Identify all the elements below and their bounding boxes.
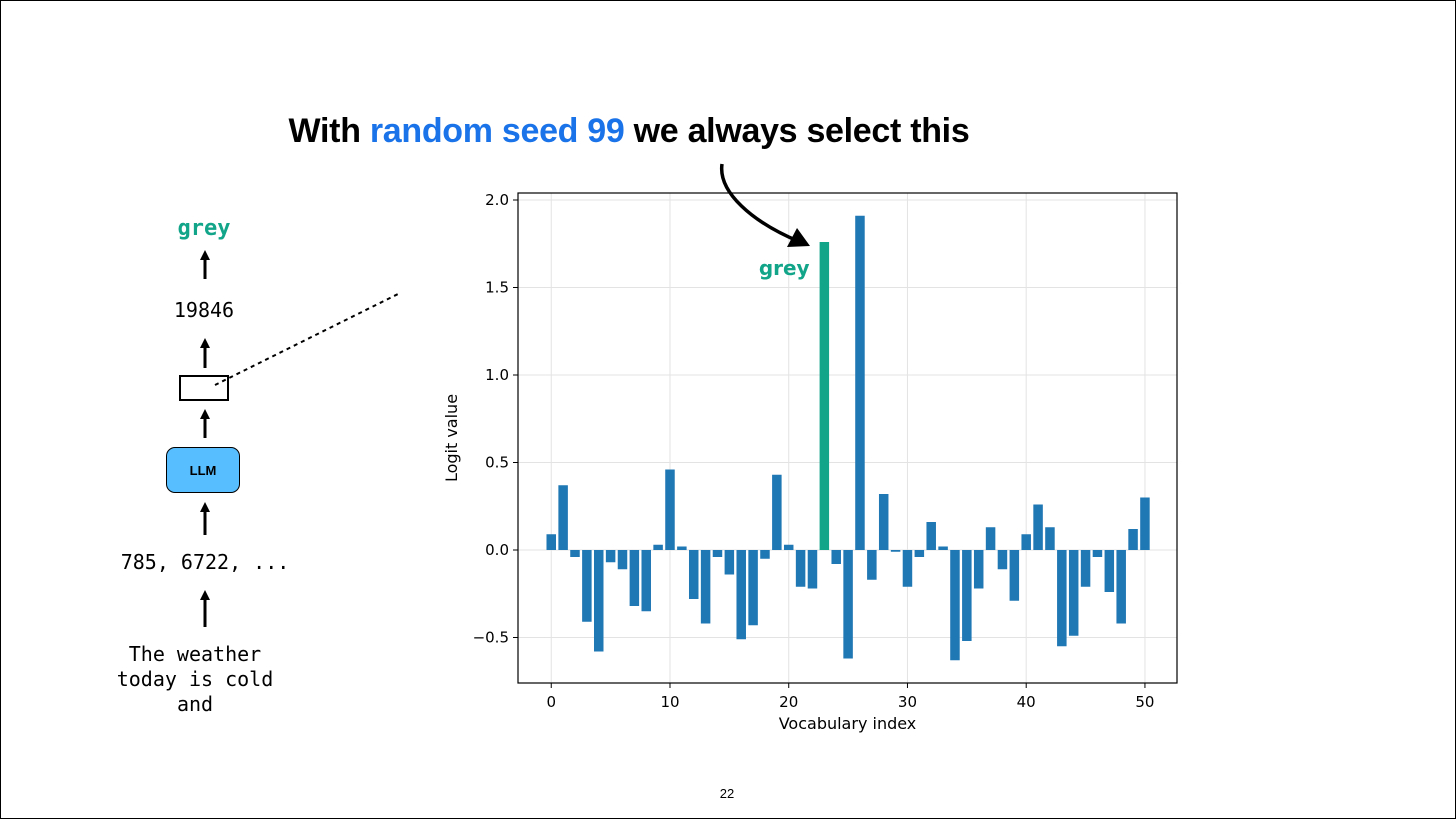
input-tokens: 785, 6722, ... <box>120 550 290 574</box>
bar <box>605 550 616 563</box>
input-text: The weather today is cold and <box>116 642 274 716</box>
bar <box>878 494 889 550</box>
bar <box>1021 534 1031 550</box>
y-tick-label: 1.0 <box>485 366 509 384</box>
bar <box>712 550 723 557</box>
bar <box>1057 550 1067 647</box>
bar <box>867 550 877 580</box>
bar <box>641 550 651 612</box>
bar <box>665 469 675 550</box>
output-word: grey <box>177 216 231 241</box>
title-part-1: With <box>288 112 370 150</box>
logit-vector-box <box>179 375 229 401</box>
bar <box>1009 550 1020 601</box>
bar <box>629 550 640 606</box>
bar-chart: 0 10 20 30 40 50 −0.5 0.0 0.5 1.0 1.5 2.0 Vocabulary… <box>442 191 1178 733</box>
title-part-3: we always select this <box>624 112 970 150</box>
llm-label: LLM <box>189 462 217 478</box>
x-tick-label: 10 <box>660 693 679 711</box>
bar <box>772 474 782 550</box>
bar <box>688 550 699 599</box>
bar <box>831 550 841 564</box>
bar <box>546 534 556 550</box>
bar <box>1140 497 1150 550</box>
bar <box>973 550 984 589</box>
bar <box>890 550 901 552</box>
bar <box>653 544 663 550</box>
y-axis-label: Logit value <box>442 394 461 482</box>
bar <box>677 546 687 550</box>
bar <box>1092 550 1103 557</box>
x-tick-label: 50 <box>1135 693 1154 711</box>
bar <box>593 550 604 652</box>
bar <box>855 215 865 550</box>
token-id: 19846 <box>173 298 235 322</box>
bar-selected <box>819 242 830 550</box>
bar <box>1104 550 1115 592</box>
bar <box>1045 527 1055 550</box>
y-tick-label: 0.5 <box>485 454 509 472</box>
bar <box>914 550 925 557</box>
x-axis-label: Vocabulary index <box>779 714 917 733</box>
bar <box>570 550 580 557</box>
bar <box>760 550 770 559</box>
bar <box>1080 550 1091 587</box>
bar <box>1128 529 1138 550</box>
bar <box>724 550 735 575</box>
x-tick-label: 40 <box>1017 693 1036 711</box>
bar <box>736 550 746 640</box>
bar <box>950 550 960 661</box>
bar <box>582 550 592 622</box>
plot-frame <box>517 192 1178 684</box>
curved-arrow-icon <box>720 163 801 244</box>
page-number: 22 <box>719 786 735 801</box>
x-tick-label: 20 <box>779 693 798 711</box>
bar <box>938 546 948 550</box>
bar-annotation: grey <box>759 256 810 280</box>
bar <box>807 550 818 589</box>
y-tick-label: −0.5 <box>473 629 509 647</box>
bar <box>795 550 806 587</box>
llm-box: LLM <box>166 447 240 493</box>
bar <box>1116 550 1126 624</box>
arrowhead-icon <box>787 228 810 247</box>
bar <box>985 527 996 550</box>
bar <box>843 550 853 659</box>
y-tick-label: 1.5 <box>485 279 509 297</box>
y-tick-label: 2.0 <box>485 191 509 209</box>
bar <box>558 485 568 550</box>
title-highlight: random seed 99 <box>369 112 625 150</box>
slide-title: With random seed 99 we always select thi… <box>0 112 1258 151</box>
bar <box>783 544 794 550</box>
bar <box>926 522 936 550</box>
x-tick-label: 30 <box>898 693 917 711</box>
zoom-dashed-line <box>214 293 399 386</box>
y-tick-label: 0.0 <box>485 541 509 559</box>
bar <box>617 550 628 570</box>
bar <box>997 550 1008 570</box>
x-tick-label: 0 <box>546 693 556 711</box>
bar <box>700 550 711 624</box>
bar <box>1068 550 1079 636</box>
bar <box>748 550 758 626</box>
bar <box>902 550 913 587</box>
bar <box>1033 504 1043 550</box>
bar <box>962 550 972 641</box>
